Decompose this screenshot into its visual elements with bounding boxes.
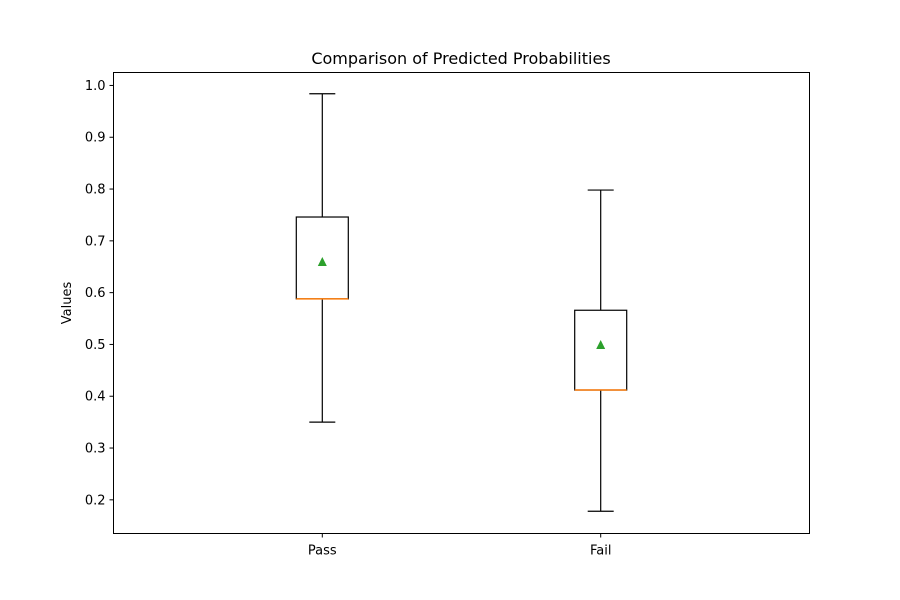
- boxes: [295, 93, 628, 512]
- y-tick-label: 0.5: [85, 338, 106, 353]
- mean-marker: [596, 339, 606, 349]
- x-ticks: Pass Fail: [308, 533, 611, 559]
- y-ticks: 0.2 0.3 0.4 0.5 0.6 0.7 0.8 0.9 1.0: [85, 79, 114, 508]
- plot-frame: [113, 72, 810, 534]
- y-tick-label: 0.9: [85, 131, 106, 146]
- chart-title: Comparison of Predicted Probabilities: [311, 49, 610, 68]
- y-tick-label: 0.4: [85, 390, 106, 405]
- y-tick-label: 1.0: [85, 79, 106, 94]
- mean-marker: [317, 257, 327, 267]
- y-tick-label: 0.2: [85, 493, 106, 508]
- x-tick-label: Pass: [308, 544, 337, 559]
- box-fail: [574, 189, 628, 512]
- x-tick-label: Fail: [590, 544, 611, 559]
- iqr-box: [574, 309, 628, 391]
- box-pass: [295, 93, 349, 423]
- y-tick-label: 0.6: [85, 286, 106, 301]
- y-tick-label: 0.7: [85, 234, 106, 249]
- y-tick-label: 0.3: [85, 442, 106, 457]
- y-tick-label: 0.8: [85, 183, 106, 198]
- y-axis-label: Values: [60, 282, 75, 325]
